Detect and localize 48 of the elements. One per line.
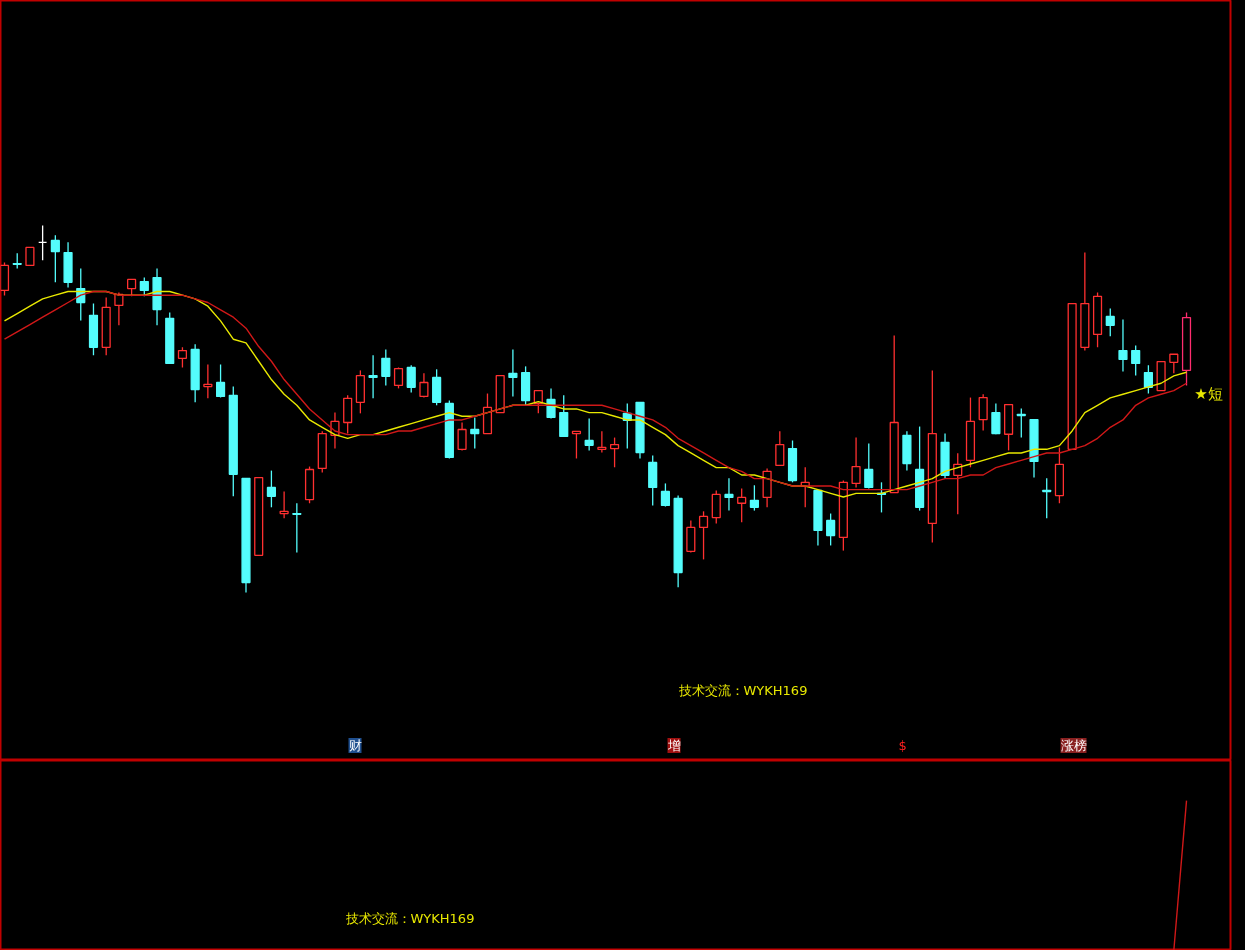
candlestick [406,364,416,394]
candlestick [711,489,721,525]
text: 技术交流：WYKH169 [677,683,808,698]
candlestick [584,417,594,452]
candlestick [991,402,1001,435]
candlestick [749,484,759,512]
candlestick [597,430,607,454]
candlestick [826,512,836,547]
candlestick [381,348,391,387]
candlestick [470,416,480,450]
text: ★短 [1194,384,1223,403]
candlestick [215,363,226,399]
candlestick [1042,477,1052,519]
candlestick [50,234,60,283]
candlestick [266,469,276,508]
text: 涨榜 [1060,738,1087,753]
candlestick [177,346,188,369]
candlestick [546,387,556,420]
candlestick [571,430,582,460]
candlestick [1118,318,1128,373]
candlestick [686,519,696,554]
text: 增 [666,738,681,753]
candlestick [609,436,620,468]
text: 财 [348,738,362,753]
annotation: 技术交流：WYKH169 [344,911,475,926]
candlestick [698,510,709,561]
candlestick [457,421,467,452]
candlestick [1169,353,1179,374]
text: $ [898,738,907,753]
candlestick [775,430,785,467]
candlestick [292,502,302,554]
candlestick [1105,307,1115,337]
candlestick [978,393,988,432]
candlestick [724,477,734,512]
candlestick [864,442,874,490]
candlestick [559,394,569,438]
candlestick [419,372,429,399]
candlestick [737,487,747,523]
candlestick [1016,407,1026,439]
candlestick [279,490,289,519]
candlestick [368,354,378,399]
candlestick [203,363,213,399]
candlestick [508,348,518,398]
candlestick [1143,364,1153,395]
candlestick [851,436,861,489]
candlestick [660,482,671,508]
candlestick [393,366,404,390]
candlestick [1131,344,1141,377]
